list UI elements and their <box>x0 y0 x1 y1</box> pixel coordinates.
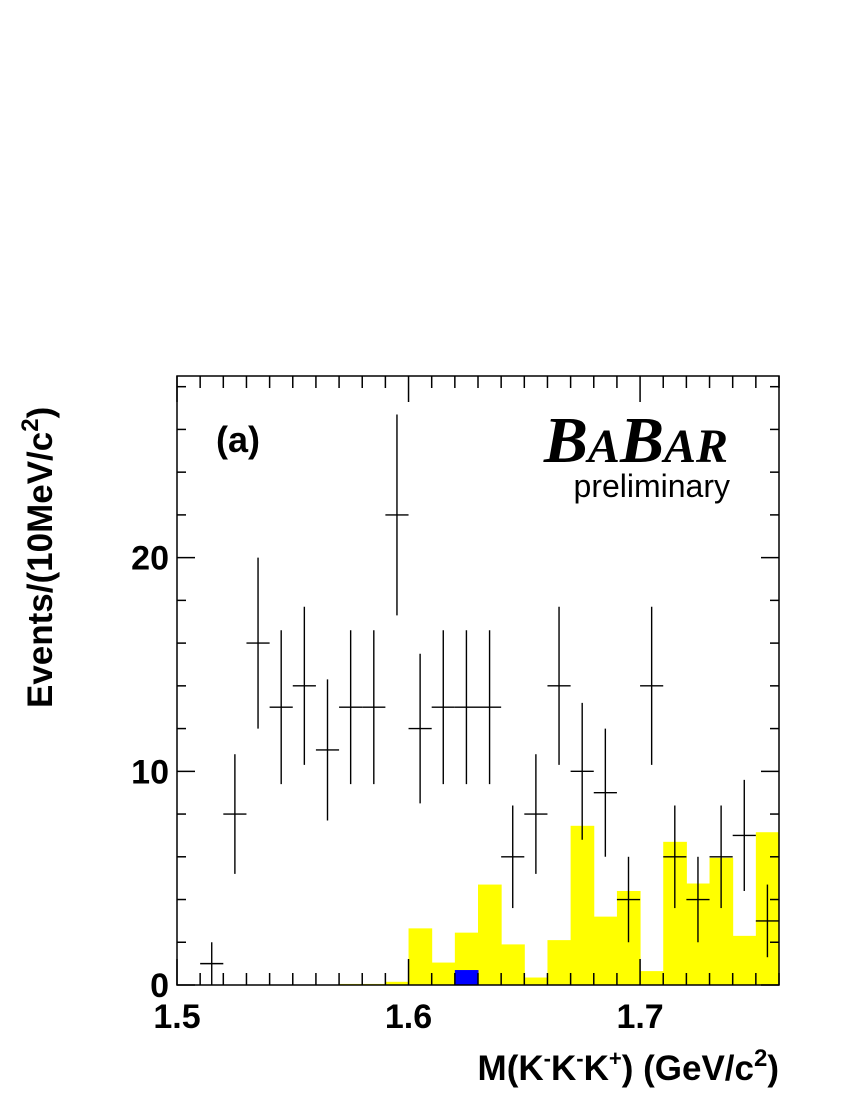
y-tick-label: 10 <box>131 753 169 791</box>
data-point <box>570 702 594 840</box>
data-point <box>223 754 247 874</box>
data-point <box>616 856 641 943</box>
data-point <box>709 805 733 909</box>
background-bar <box>709 857 734 985</box>
background-bar <box>663 841 687 985</box>
background-bar <box>501 944 525 985</box>
axis-tick-labels: 1.5 1.6 1.7 0 10 20 <box>131 540 664 1036</box>
panel-label: (a) <box>216 419 260 460</box>
preliminary-label: preliminary <box>574 468 730 504</box>
data-point <box>501 805 525 909</box>
x-tick-label: 1.6 <box>385 998 432 1036</box>
data-point <box>246 557 270 729</box>
axis-ticks <box>176 376 780 986</box>
y-axis-title: Events/(10MeV/c2) <box>17 407 60 708</box>
data-point <box>431 630 455 785</box>
background-bar <box>524 977 548 985</box>
data-point <box>339 630 363 785</box>
background-bar <box>732 935 757 985</box>
background-histogram <box>339 825 780 985</box>
background-bar <box>640 971 664 985</box>
data-point <box>269 630 293 785</box>
x-axis-title: M(K-K-K+) (GeV/c2) <box>478 1045 779 1088</box>
x-tick-label: 1.5 <box>153 998 200 1036</box>
x-tick-label: 1.7 <box>616 998 663 1036</box>
peaking-background-histogram <box>454 970 479 985</box>
y-tick-label: 20 <box>131 540 169 578</box>
data-point <box>385 414 409 616</box>
data-points <box>200 414 779 985</box>
background-bar <box>478 884 502 985</box>
background-bar <box>593 916 618 985</box>
background-bar <box>570 825 595 985</box>
background-bar <box>547 940 572 985</box>
data-point <box>524 754 548 874</box>
data-point <box>454 630 478 785</box>
data-point <box>732 779 756 891</box>
background-bar <box>408 928 433 985</box>
y-tick-label: 0 <box>150 967 169 1005</box>
data-point <box>362 630 386 785</box>
data-point <box>686 856 710 943</box>
data-point <box>200 942 224 985</box>
data-point <box>408 653 432 804</box>
data-point <box>292 606 316 765</box>
data-point <box>315 679 340 821</box>
data-point <box>478 630 502 785</box>
peaking-background-bar <box>454 970 479 985</box>
data-point <box>593 728 617 857</box>
data-point <box>755 884 779 958</box>
data-point <box>640 606 664 765</box>
background-bar <box>385 981 410 985</box>
data-point <box>547 606 571 765</box>
data-point <box>663 805 687 909</box>
babar-logo: BABAR <box>543 404 728 477</box>
background-bar <box>431 962 456 985</box>
